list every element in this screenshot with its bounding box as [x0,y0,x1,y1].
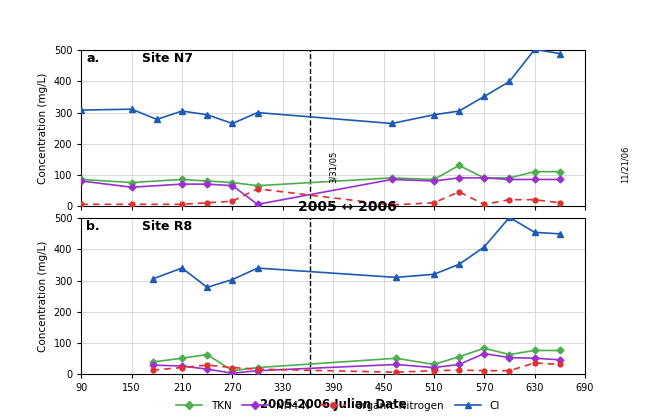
Text: b.: b. [86,220,100,233]
Legend: TKN, NH4-N, Organic-Nitrogen, Cl: TKN, NH4-N, Organic-Nitrogen, Cl [172,396,504,415]
Y-axis label: Concentration (mg/L): Concentration (mg/L) [38,240,48,352]
X-axis label: 2005-2006 Julian Date: 2005-2006 Julian Date [260,399,406,411]
Y-axis label: Concentration (mg/L): Concentration (mg/L) [38,73,48,184]
Text: Site N7: Site N7 [142,52,192,65]
Text: a.: a. [86,52,99,65]
Text: 11/21/06: 11/21/06 [621,145,630,183]
Text: Site R8: Site R8 [142,220,192,233]
Text: 3/31/05: 3/31/05 [329,150,338,183]
Text: 2005 ↔ 2006: 2005 ↔ 2006 [298,200,397,214]
